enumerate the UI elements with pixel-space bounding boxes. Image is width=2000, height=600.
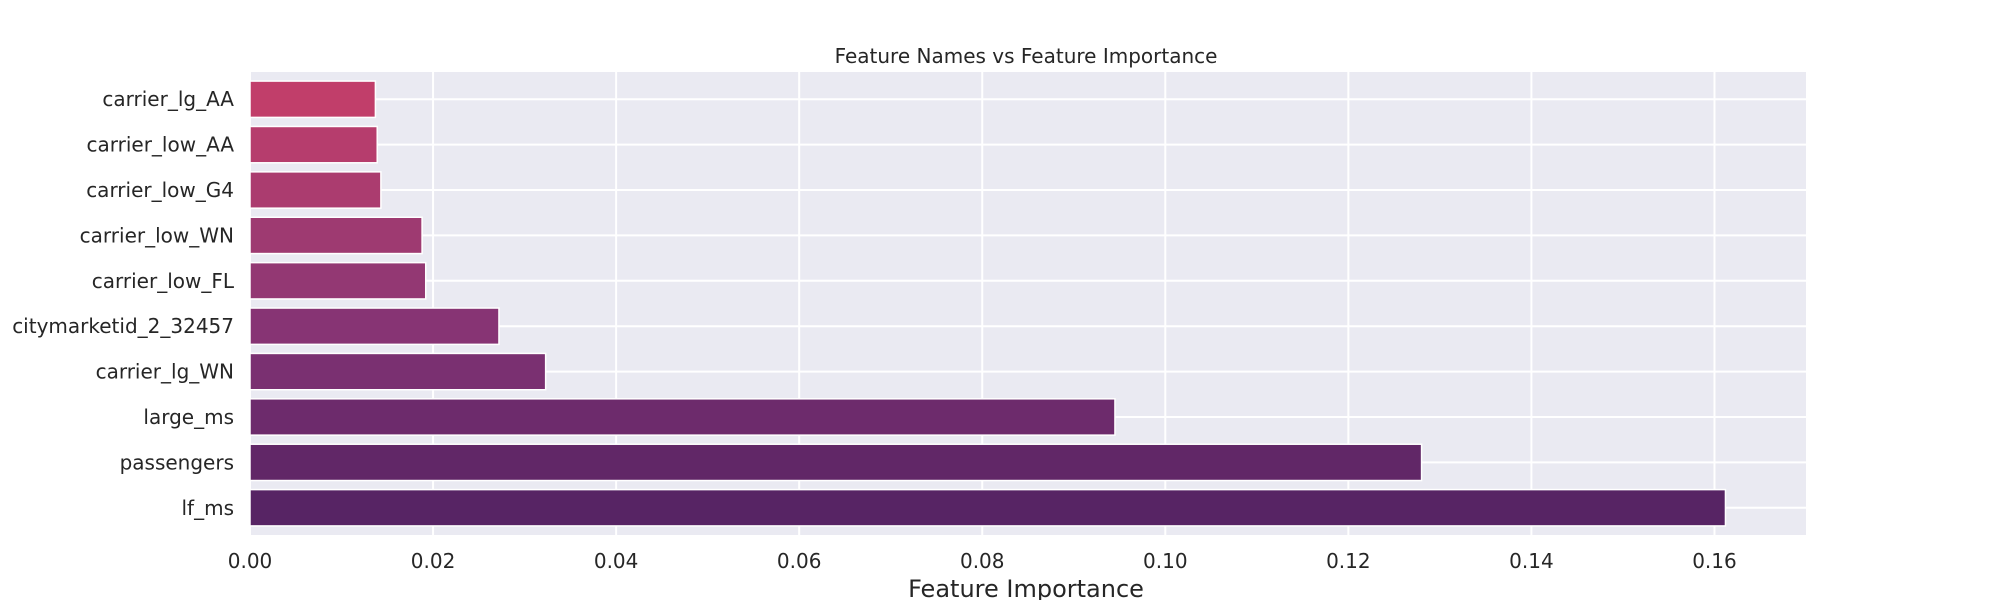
x-axis-label: Feature Importance [908, 575, 1144, 600]
y-tick-label: carrier_lg_AA [102, 87, 234, 111]
x-tick-label: 0.14 [1509, 549, 1554, 573]
x-tick-label: 0.10 [1143, 549, 1188, 573]
bar-large_ms [249, 398, 1116, 436]
chart-title: Feature Names vs Feature Importance [835, 44, 1218, 68]
y-tick-label: carrier_lg_WN [96, 360, 234, 384]
y-tick-label: passengers [120, 450, 234, 474]
y-tick-label: lf_ms [182, 496, 235, 520]
y-tick-label: carrier_low_WN [80, 223, 234, 247]
bar-passengers [249, 443, 1423, 482]
y-tick-label: large_ms [143, 405, 234, 429]
bar-lf_ms [249, 488, 1727, 527]
x-tick-label: 0.00 [228, 549, 273, 573]
y-tick-label: citymarketid_2_32457 [12, 314, 234, 338]
x-tick-label: 0.06 [777, 549, 822, 573]
bar-carrier_lg_WN [249, 352, 547, 391]
y-tick-label: carrier_low_AA [87, 133, 235, 157]
bar-carrier_low_AA [249, 125, 378, 164]
bar-carrier_low_WN [249, 216, 423, 255]
x-tick-label: 0.02 [411, 549, 456, 573]
y-tick-labels: carrier_lg_AA carrier_low_AA carrier_low_G… [12, 87, 235, 520]
x-tick-label: 0.08 [960, 549, 1005, 573]
x-tick-label: 0.12 [1326, 549, 1371, 573]
bars [249, 80, 1727, 527]
y-tick-label: carrier_low_G4 [86, 178, 234, 202]
x-tick-label: 0.04 [594, 549, 639, 573]
bar-carrier_low_G4 [249, 171, 382, 209]
x-tick-labels: 0.00 0.02 0.04 0.06 0.08 0.10 0.12 0.14 0.16 [228, 549, 1737, 573]
bar-citymarketid_2_32457 [249, 307, 500, 346]
bar-carrier_low_FL [249, 261, 427, 300]
x-tick-label: 0.16 [1692, 549, 1737, 573]
y-tick-label: carrier_low_FL [92, 269, 235, 293]
bar-carrier_lg_AA [249, 80, 377, 119]
